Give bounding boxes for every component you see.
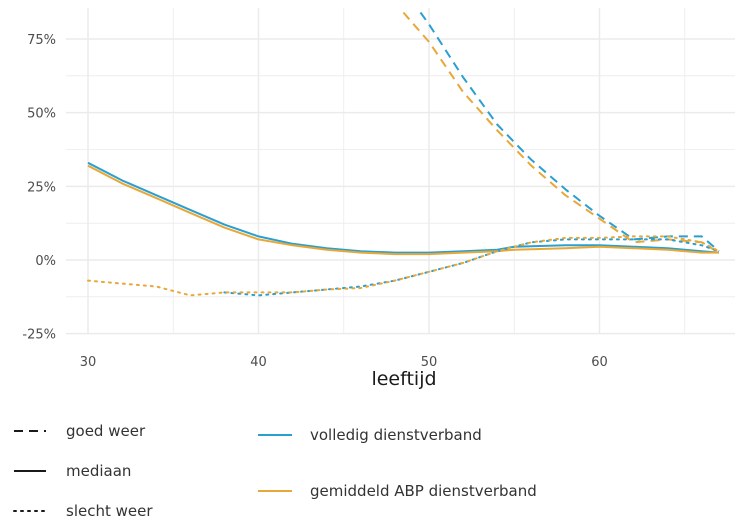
legend-label-color: gemiddeld ABP dienstverband xyxy=(310,482,537,500)
series-lines xyxy=(87,11,720,297)
legend-label-linetype: mediaan xyxy=(66,462,131,480)
legend-label-color: volledig dienstverband xyxy=(310,426,482,444)
series-line-gemiddeld-slecht-weer xyxy=(87,235,720,297)
series-line-gemiddeld-mediaan xyxy=(87,164,719,256)
y-tick-label: -25% xyxy=(22,328,56,343)
y-tick-label: 75% xyxy=(27,33,56,48)
series-line-gemiddeld-goed-weer xyxy=(402,11,720,254)
y-tick-label: 25% xyxy=(27,180,56,195)
y-tick-label: 50% xyxy=(27,107,56,122)
x-tick-label: 50 xyxy=(421,355,438,370)
grid-lines xyxy=(66,8,735,335)
legend-label-linetype: goed weer xyxy=(66,422,146,440)
series-line-volledig-goed-weer xyxy=(419,11,720,252)
series-line-volledig-mediaan xyxy=(87,161,719,254)
axis-labels: 30 40 50 60 -25% 0% 25% 50% 75% xyxy=(22,33,607,370)
legend-label-linetype: slecht weer xyxy=(66,502,153,520)
legend: goed weer mediaan slecht weer volledig dien… xyxy=(13,422,537,520)
x-tick-label: 40 xyxy=(250,355,267,370)
x-axis-title: leeftijd xyxy=(371,368,436,390)
x-tick-label: 30 xyxy=(80,355,97,370)
y-tick-label: 0% xyxy=(35,254,56,269)
x-tick-label: 60 xyxy=(591,355,608,370)
